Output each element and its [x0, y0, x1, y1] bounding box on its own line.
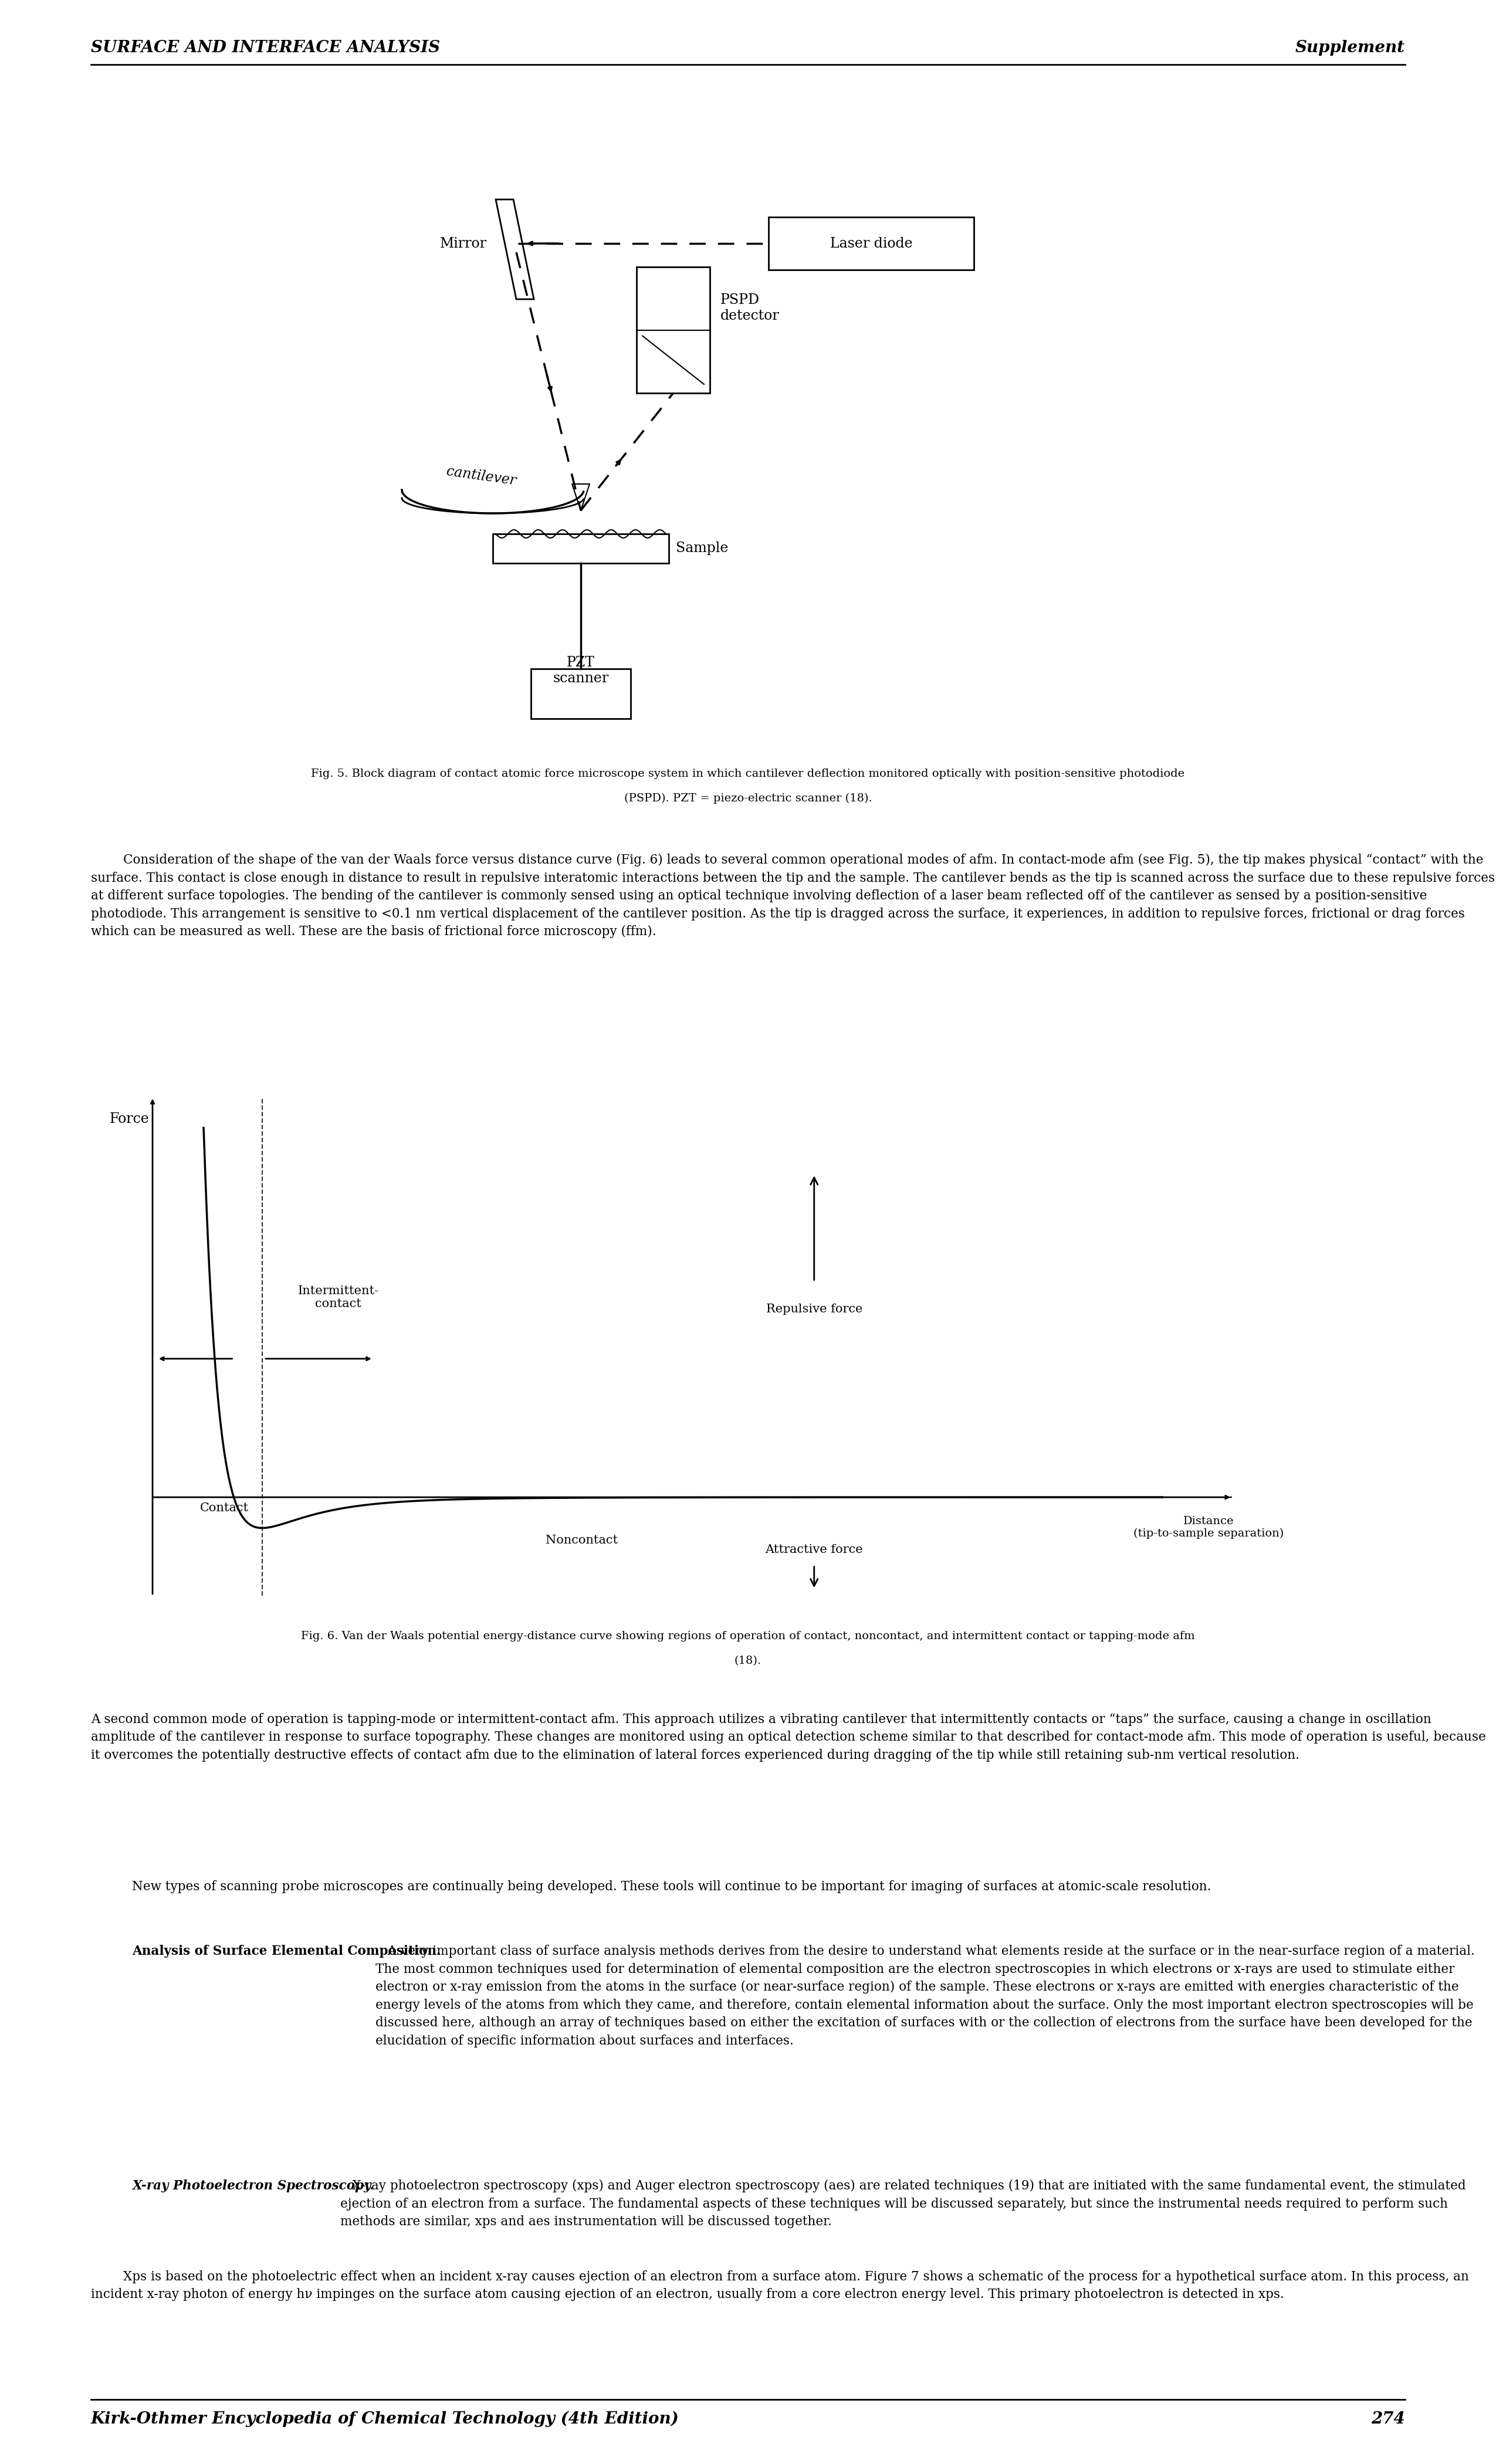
Text: A very important class of surface analysis methods derives from the desire to un: A very important class of surface analys…	[375, 1944, 1475, 2048]
Text: Fig. 5. Block diagram of contact atomic force microscope system in which cantile: Fig. 5. Block diagram of contact atomic …	[311, 769, 1185, 779]
Text: Kirk-Othmer Encyclopedia of Chemical Technology (4th Edition): Kirk-Othmer Encyclopedia of Chemical Tec…	[91, 2412, 679, 2427]
Text: Intermittent-
contact: Intermittent- contact	[298, 1286, 378, 1308]
Text: X-ray Photoelectron Spectroscopy.: X-ray Photoelectron Spectroscopy.	[132, 2181, 374, 2193]
Text: Repulsive force: Repulsive force	[766, 1303, 862, 1316]
Text: (18).: (18).	[735, 1656, 761, 1666]
Text: X-ray photoelectron spectroscopy (xps) and Auger electron spectroscopy (aes) are: X-ray photoelectron spectroscopy (xps) a…	[340, 2181, 1466, 2227]
Bar	[769, 217, 974, 271]
Text: Mirror: Mirror	[440, 237, 486, 251]
Bar	[636, 266, 711, 394]
Bar	[531, 668, 631, 719]
Text: Analysis of Surface Elemental Composition.: Analysis of Surface Elemental Compositio…	[132, 1944, 441, 1959]
Text: SURFACE AND INTERFACE ANALYSIS: SURFACE AND INTERFACE ANALYSIS	[91, 39, 440, 57]
Text: Sample: Sample	[676, 542, 729, 554]
Text: New types of scanning probe microscopes are continually being developed. These t: New types of scanning probe microscopes …	[132, 1880, 1212, 1892]
Text: Laser diode: Laser diode	[830, 237, 913, 251]
Text: Contact: Contact	[200, 1503, 248, 1513]
Polygon shape	[495, 200, 534, 298]
Bar	[492, 535, 669, 564]
Text: Noncontact: Noncontact	[546, 1535, 618, 1545]
Text: Supplement: Supplement	[1296, 39, 1405, 57]
Text: PZT
scanner: PZT scanner	[554, 655, 609, 685]
Text: Force: Force	[109, 1111, 150, 1126]
Text: Fig. 6. Van der Waals potential energy-distance curve showing regions of operati: Fig. 6. Van der Waals potential energy-d…	[301, 1631, 1195, 1641]
Text: Consideration of the shape of the van der Waals force versus distance curve (Fig: Consideration of the shape of the van de…	[91, 853, 1495, 939]
Text: (PSPD). PZT = piezo-electric scanner (18).: (PSPD). PZT = piezo-electric scanner (18…	[624, 793, 872, 803]
Text: PSPD
detector: PSPD detector	[721, 293, 779, 323]
Text: 274: 274	[1372, 2412, 1405, 2427]
Text: A second common mode of operation is tapping-mode or intermittent-contact afm. T: A second common mode of operation is tap…	[91, 1712, 1486, 1762]
Text: Distance
(tip-to-sample separation): Distance (tip-to-sample separation)	[1134, 1515, 1284, 1538]
Text: Attractive force: Attractive force	[766, 1545, 863, 1555]
Text: cantilever: cantilever	[446, 466, 516, 488]
Text: Xps is based on the photoelectric effect when an incident x-ray causes ejection : Xps is based on the photoelectric effect…	[91, 2269, 1469, 2301]
